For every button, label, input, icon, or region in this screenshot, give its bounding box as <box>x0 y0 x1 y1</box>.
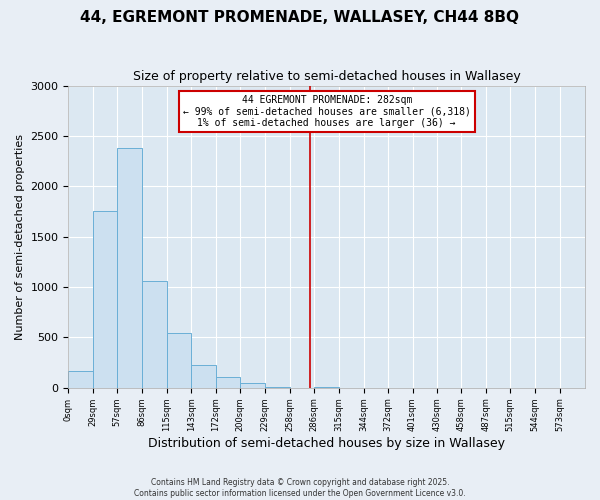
Text: Contains HM Land Registry data © Crown copyright and database right 2025.
Contai: Contains HM Land Registry data © Crown c… <box>134 478 466 498</box>
Bar <box>191 364 216 388</box>
Bar <box>68 370 93 388</box>
Bar <box>216 377 240 388</box>
Bar <box>167 334 191 388</box>
Y-axis label: Number of semi-detached properties: Number of semi-detached properties <box>15 134 25 340</box>
Bar <box>265 387 290 388</box>
Text: 44 EGREMONT PROMENADE: 282sqm
← 99% of semi-detached houses are smaller (6,318)
: 44 EGREMONT PROMENADE: 282sqm ← 99% of s… <box>183 94 470 128</box>
Bar <box>142 281 167 388</box>
X-axis label: Distribution of semi-detached houses by size in Wallasey: Distribution of semi-detached houses by … <box>148 437 505 450</box>
Bar <box>240 383 265 388</box>
Title: Size of property relative to semi-detached houses in Wallasey: Size of property relative to semi-detach… <box>133 70 521 83</box>
Bar <box>314 387 339 388</box>
Bar <box>93 210 118 388</box>
Text: 44, EGREMONT PROMENADE, WALLASEY, CH44 8BQ: 44, EGREMONT PROMENADE, WALLASEY, CH44 8… <box>80 10 520 25</box>
Bar <box>118 148 142 388</box>
